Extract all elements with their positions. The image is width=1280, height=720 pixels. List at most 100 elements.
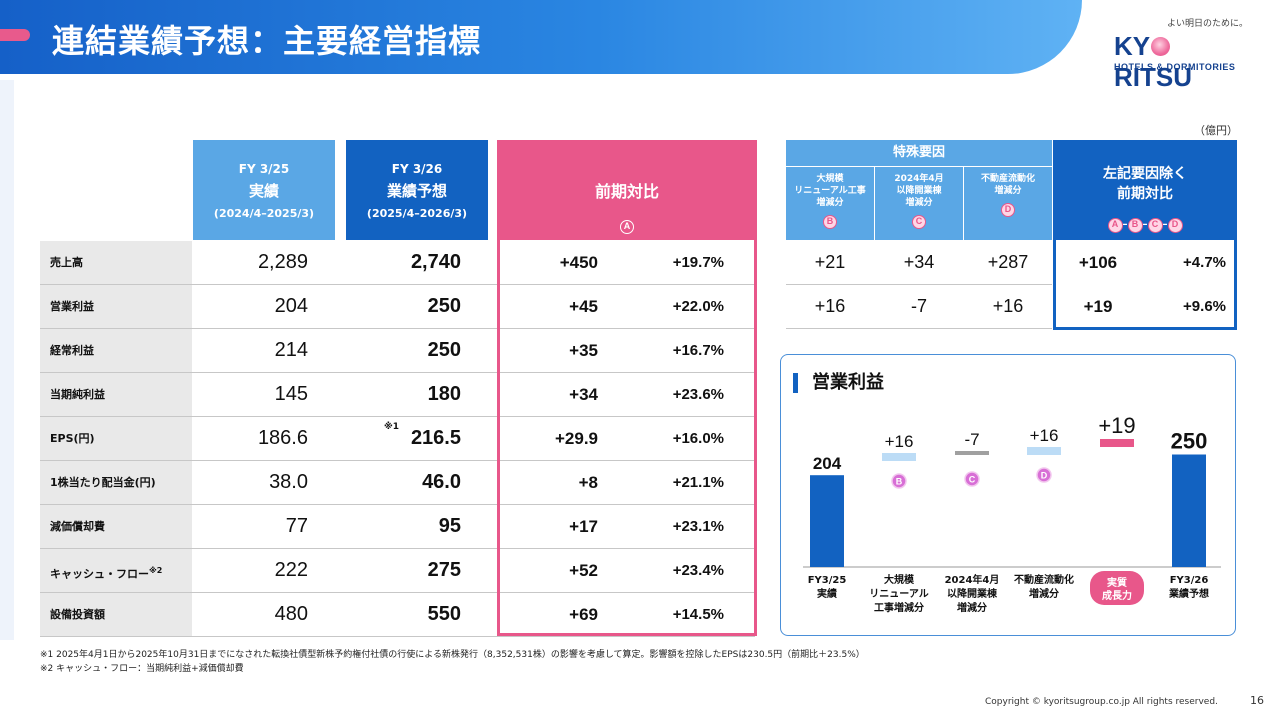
diff-amount: +29.9: [554, 429, 598, 448]
table-row: キャッシュ・フロー※2 222 275 +52 +23.4%: [40, 549, 755, 593]
diff-percent: +23.1%: [672, 518, 724, 535]
bar-total: [810, 475, 844, 567]
special-row: +21 +34 +287: [786, 241, 1052, 285]
excluded-title-1: 左記要因除く: [1103, 166, 1187, 182]
category-label: 以降開業棟: [947, 587, 998, 600]
excluded-formula: A – B – C – D: [1054, 218, 1236, 233]
data-label: -7: [964, 430, 979, 449]
row-label: EPS(円): [40, 417, 192, 460]
row-label: キャッシュ・フロー※2: [40, 549, 192, 592]
excluded-amount: +19: [1083, 297, 1113, 316]
bar-total: [1172, 454, 1206, 567]
value-fy26: 180: [427, 383, 461, 405]
copyright: Copyright © kyoritsugroup.co.jp All righ…: [985, 697, 1218, 707]
operating-profit-panel: 営業利益 204 FY3/25 実績 +16 B 大規模 リニューアル 工事増減分 -7 C 202…: [780, 354, 1236, 636]
category-label: 大規模: [884, 573, 915, 586]
special-factors-title: 特殊要因: [786, 140, 1052, 166]
data-label: 250: [1171, 429, 1208, 454]
category-label: 実質: [1107, 576, 1127, 589]
left-rule: [0, 80, 14, 640]
label-note: ※2: [149, 566, 163, 575]
special-value-d: +16: [992, 296, 1024, 316]
footnote-1: ※1 2025年4月1日から2025年10月31日までになされた転換社債型新株予…: [40, 650, 865, 660]
data-label: +16: [885, 432, 914, 451]
category-label: 実績: [817, 587, 837, 600]
row-label: 経常利益: [40, 329, 192, 372]
diff-percent: +19.7%: [672, 254, 724, 271]
logo-name-right: RITSU: [1114, 62, 1192, 92]
excluded-header: 左記要因除く 前期対比 A – B – C – D: [1054, 140, 1236, 240]
marker-icon: D: [1001, 203, 1015, 217]
factor-label-line: リニューアル工事: [794, 186, 866, 196]
marker-a: A: [620, 220, 634, 234]
factor-label-line: 増減分: [905, 198, 933, 208]
special-factor-header: 不動産流動化 増減分 D: [964, 167, 1052, 240]
value-fy25: 38.0: [269, 471, 308, 493]
fy25-period: FY 3/25: [238, 162, 290, 176]
value-fy25: 186.6: [257, 427, 308, 449]
diff-amount: +35: [569, 341, 598, 360]
value-fy25: 204: [274, 295, 308, 317]
table-row: 設備投資額 480 550 +69 +14.5%: [40, 593, 755, 637]
data-label: +19: [1098, 413, 1135, 438]
category-label: FY3/26: [1170, 575, 1209, 586]
marker-letter: D: [1041, 471, 1048, 481]
logo-wordmark: KYRITSU: [1114, 31, 1248, 93]
excluded-row: +106 +4.7%: [1056, 241, 1234, 285]
value-fy26: 275: [427, 559, 461, 581]
marker-d: D: [1167, 218, 1183, 233]
special-factor-header: 2024年4月 以降開業棟 増減分 C: [875, 167, 963, 240]
logo-subtitle: HOTELS & DORMITORIES: [1114, 62, 1236, 72]
excluded-percent: +9.6%: [1183, 298, 1226, 315]
value-fy25: 77: [285, 515, 308, 537]
category-label: 2024年4月: [945, 573, 1000, 586]
table-row: 経常利益 214 250 +35 +16.7%: [40, 329, 755, 373]
sun-icon: [1151, 37, 1171, 56]
fy25-range: (2024/4–2025/3): [213, 207, 315, 220]
value-fy25: 2,289: [257, 251, 308, 273]
marker-c: C: [1147, 218, 1163, 233]
diff-amount: +52: [569, 561, 598, 580]
table-row: EPS(円) 186.6 ※1 216.5 +29.9 +16.0%: [40, 417, 755, 461]
row-label: 1株当たり配当金(円): [40, 461, 192, 504]
diff-amount: +450: [559, 253, 598, 272]
special-value-c: -7: [910, 296, 927, 316]
factor-label-line: 大規模: [816, 174, 844, 184]
footnote-2: ※2 キャッシュ・フロー：当期純利益+減価償却費: [40, 664, 244, 674]
row-label: 営業利益: [40, 285, 192, 328]
excluded-title-2: 前期対比: [1117, 186, 1173, 202]
category-label: 工事増減分: [874, 601, 924, 614]
value-fy26: 550: [427, 603, 461, 625]
diff-percent: +16.7%: [672, 342, 724, 359]
category-label: FY3/25: [808, 575, 847, 586]
special-value-b: +21: [814, 252, 846, 272]
value-fy26: 46.0: [422, 471, 461, 493]
factor-label-line: 2024年4月: [894, 174, 944, 184]
marker-letter: B: [896, 477, 903, 487]
category-label: 増減分: [1029, 587, 1059, 600]
table-row: 1株当たり配当金(円) 38.0 46.0 +8 +21.1%: [40, 461, 755, 505]
value-fy25: 222: [274, 559, 308, 581]
row-label: 当期純利益: [40, 373, 192, 416]
marker-icon: [891, 473, 907, 489]
diff-percent: +16.0%: [672, 430, 724, 447]
bar-delta: [882, 453, 916, 461]
diff-amount: +8: [578, 473, 598, 492]
category-label: 不動産流動化: [1014, 573, 1074, 586]
logo-name-left: KY: [1114, 31, 1151, 61]
value-fy25: 145: [274, 383, 308, 405]
row-label: 売上高: [40, 241, 192, 284]
column-header-diff: 前期対比 A: [498, 140, 756, 240]
marker-letter: C: [969, 475, 976, 485]
marker-icon: [1036, 467, 1052, 483]
fy26-period: FY 3/26: [391, 162, 443, 176]
bar-delta: [1100, 439, 1134, 447]
value-note: ※1: [384, 422, 400, 432]
excluded-percent: +4.7%: [1183, 254, 1226, 271]
panel-title: 営業利益: [793, 373, 884, 393]
special-row: +16 -7 +16: [786, 285, 1052, 329]
diff-amount: +45: [569, 297, 598, 316]
header-accent: [0, 29, 30, 41]
marker-icon: B: [823, 215, 837, 229]
